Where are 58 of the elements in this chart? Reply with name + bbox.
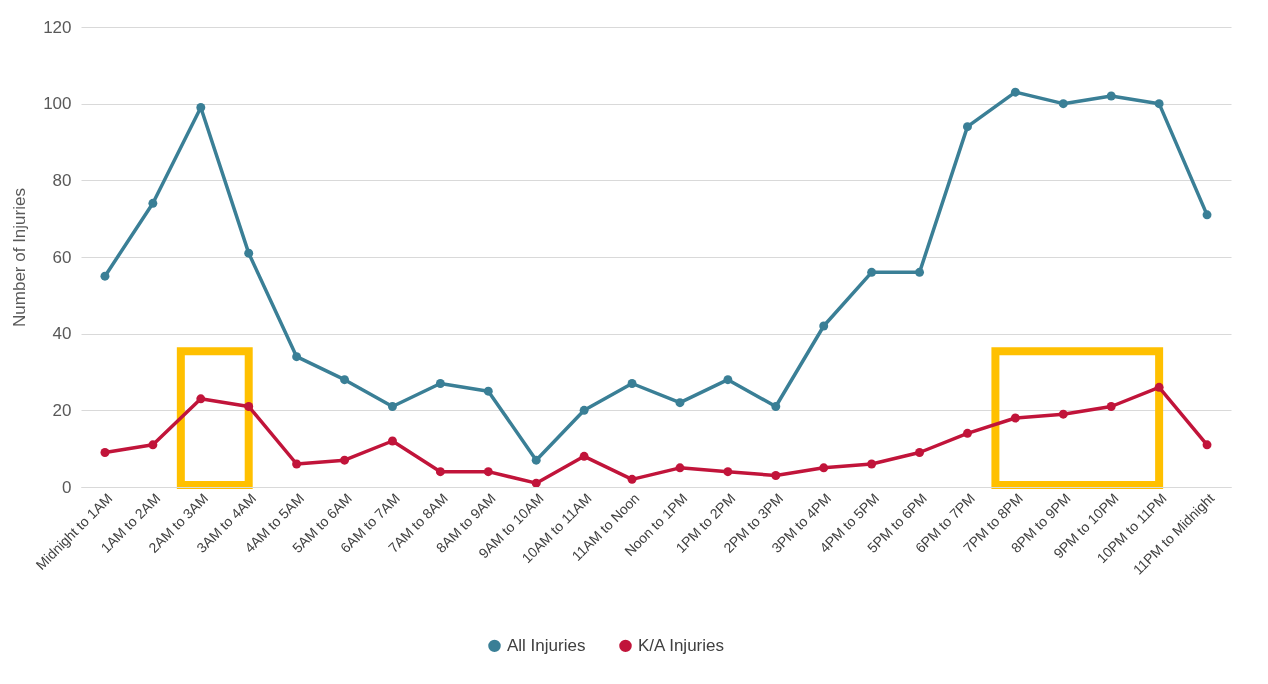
point [483, 467, 493, 477]
legend-label: K/A Injuries [638, 635, 724, 655]
y-tick-label: 40 [52, 324, 72, 344]
point [962, 428, 972, 438]
y-tick-label: 20 [52, 400, 72, 420]
point [675, 398, 685, 408]
point [100, 271, 110, 281]
point [867, 459, 877, 469]
point [915, 267, 925, 277]
point [1154, 99, 1164, 109]
legend-label: All Injuries [507, 635, 586, 655]
y-tick-label: 0 [62, 477, 72, 497]
point [148, 198, 158, 208]
point [723, 467, 733, 477]
y-tick-label: 60 [52, 247, 72, 267]
point [579, 451, 589, 461]
point [1010, 413, 1020, 423]
point [244, 402, 254, 411]
point [483, 386, 493, 396]
point [579, 405, 589, 415]
y-tick-label: 120 [43, 17, 72, 37]
point [1058, 409, 1068, 419]
point [819, 321, 829, 331]
point [915, 448, 925, 457]
point [292, 352, 302, 362]
point [100, 448, 110, 457]
point [531, 455, 541, 465]
point [962, 122, 972, 132]
point [1058, 99, 1068, 109]
point [387, 402, 397, 411]
point [531, 478, 541, 488]
point [1154, 382, 1164, 392]
point [675, 463, 685, 473]
point [627, 474, 637, 484]
point [244, 248, 254, 258]
point [340, 375, 350, 385]
point [627, 379, 637, 388]
y-tick-label: 80 [52, 170, 72, 190]
point [435, 379, 445, 388]
point [340, 455, 350, 465]
point [387, 436, 397, 446]
point [867, 267, 877, 277]
point [148, 440, 158, 450]
point [1106, 402, 1116, 411]
point [196, 103, 206, 112]
point [1202, 210, 1212, 220]
point [435, 467, 445, 477]
point [196, 394, 206, 404]
y-tick-label: 100 [43, 94, 72, 114]
point [771, 402, 781, 411]
y-axis-title: Number of Injuries [10, 188, 30, 327]
point [1202, 440, 1212, 450]
point [1010, 87, 1020, 97]
point [1106, 91, 1116, 101]
point [723, 375, 733, 385]
point [819, 463, 829, 473]
point [292, 459, 302, 469]
point [771, 471, 781, 480]
